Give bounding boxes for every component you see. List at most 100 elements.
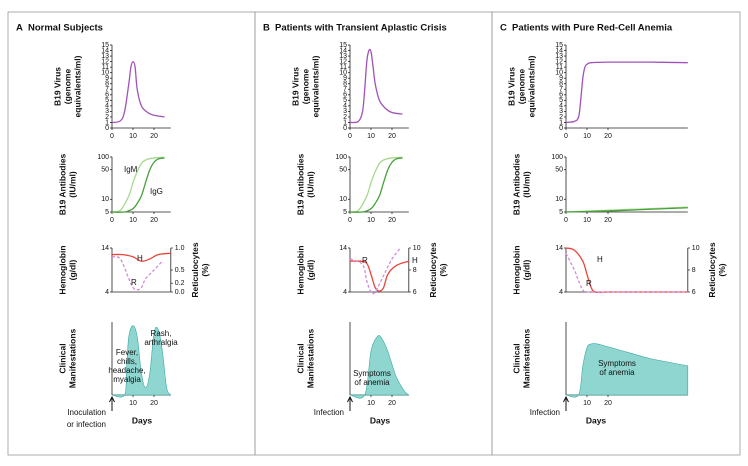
axis-label: Clinical: [295, 343, 305, 373]
y2-tick-label: 10: [413, 245, 421, 252]
panel-label: A: [16, 23, 23, 34]
y-tick-label: 9: [559, 75, 563, 82]
y-tick-label: 2: [559, 114, 563, 121]
y-tick-label: 5: [105, 209, 109, 216]
series-line: [349, 260, 410, 292]
y-tick-label: 0: [105, 125, 109, 132]
y2-tick-label: 8: [413, 267, 417, 274]
annotation: of anemia: [354, 378, 390, 387]
x-tick-label: 20: [150, 133, 158, 140]
x-tick-label: 20: [604, 400, 612, 407]
x-tick-label: 10: [129, 400, 137, 407]
y-tick-label: 8: [343, 81, 347, 88]
area: [111, 325, 172, 398]
y-tick-label: 5: [559, 209, 563, 216]
axis-label: (IU/ml): [67, 171, 77, 198]
y2-tick-label: 0.2: [175, 280, 185, 287]
x-tick-label: 20: [388, 133, 396, 140]
series-line: [349, 157, 403, 213]
y-tick-label: 12: [555, 58, 563, 65]
y-tick-label: 12: [101, 58, 109, 65]
y-tick-label: 7: [343, 86, 347, 93]
axis-label: Manifestations: [67, 328, 77, 388]
annotation: Symptoms: [353, 369, 391, 378]
axis-label: (%): [717, 263, 727, 276]
axis-label: Manifestations: [521, 328, 531, 388]
axis-label: Hemoglobin: [57, 245, 67, 294]
y-tick-label: 1: [105, 119, 109, 126]
x-axis-label: Days: [132, 415, 153, 425]
event-label: or infection: [67, 420, 106, 429]
x-tick-label: 0: [564, 133, 568, 140]
y-tick-label: 10: [555, 196, 563, 203]
axis-label: (genome: [300, 69, 310, 105]
axis-label: Reticulocytes: [428, 242, 438, 298]
y-tick-label: 3: [559, 108, 563, 115]
annotation: of anemia: [599, 368, 635, 377]
y-tick-label: 14: [339, 47, 347, 54]
y-tick-label: 4: [343, 103, 347, 110]
x-tick-label: 0: [110, 133, 114, 140]
y-tick-label: 2: [343, 114, 347, 121]
event-label: Infection: [530, 408, 560, 417]
y-tick-label: 4: [105, 103, 109, 110]
axis-label: (IU/ml): [521, 171, 531, 198]
axis-label: B19 Virus: [290, 67, 300, 106]
axis-label: B19 Virus: [506, 67, 516, 106]
annotation: arthralgia: [144, 338, 178, 347]
y-tick-label: 5: [559, 97, 563, 104]
y-tick-label: 1: [343, 119, 347, 126]
y-tick-label: 0: [559, 125, 563, 132]
axis-label: equivalents/ml): [310, 55, 320, 117]
y-tick-label: 6: [105, 92, 109, 99]
axis-label: (g/dl): [67, 259, 77, 280]
x-tick-label: 20: [388, 217, 396, 224]
series-label: IgM: [124, 165, 138, 174]
panel-label: C: [500, 23, 507, 34]
y-tick-label: 7: [559, 86, 563, 93]
event-arrow: [109, 395, 115, 411]
series-label: R: [586, 279, 592, 288]
y-tick-label: 50: [555, 167, 563, 174]
annotation: chills,: [117, 357, 137, 366]
y-tick-label: 15: [339, 42, 347, 49]
y-tick-label: 9: [343, 75, 347, 82]
event-label: Infection: [314, 408, 344, 417]
series-line: [565, 61, 688, 124]
series-label: IgG: [150, 187, 163, 196]
axis-label: B19 Antibodies: [511, 153, 521, 215]
x-tick-label: 20: [388, 400, 396, 407]
x-tick-label: 0: [348, 217, 352, 224]
x-tick-label: 10: [129, 133, 137, 140]
series-line: [111, 157, 165, 213]
axis-label: (%): [438, 263, 448, 276]
y-tick-label: 7: [105, 86, 109, 93]
event-label: Inoculation: [67, 408, 106, 417]
y2-tick-label: 6: [413, 289, 417, 296]
y-tick-label: 13: [555, 53, 563, 60]
axis-label: Hemoglobin: [511, 245, 521, 294]
annotation: headache,: [108, 366, 145, 375]
x-tick-label: 10: [367, 400, 375, 407]
series-line: [565, 247, 688, 293]
annotation: Rash,: [151, 329, 172, 338]
x-tick-label: 10: [367, 133, 375, 140]
axis-label: (g/dl): [305, 259, 315, 280]
series-line: [565, 253, 688, 293]
y-tick-label: 14: [101, 47, 109, 54]
x-tick-label: 0: [110, 217, 114, 224]
axis-label: Reticulocytes: [190, 242, 200, 298]
series-label: H: [597, 255, 603, 264]
y-tick-label: 11: [340, 64, 347, 71]
y-tick-label: 14: [101, 245, 109, 252]
x-tick-label: 10: [367, 217, 375, 224]
y2-tick-label: 0.5: [175, 267, 185, 274]
y-tick-label: 4: [105, 289, 109, 296]
y2-tick-label: 10: [692, 245, 700, 252]
y-tick-label: 11: [556, 64, 563, 71]
y-tick-label: 12: [339, 58, 347, 65]
y-tick-label: 13: [101, 53, 109, 60]
area: [349, 335, 410, 399]
y-tick-label: 10: [339, 70, 347, 77]
